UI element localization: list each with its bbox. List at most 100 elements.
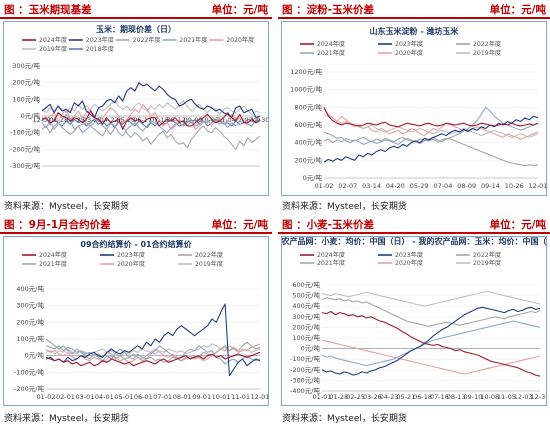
legend-item: 2022年度 xyxy=(456,251,501,259)
y-tick-label: -100元/吨 xyxy=(14,367,44,376)
legend-label: 2020年度 xyxy=(117,260,145,268)
x-tick-label: 08-13 xyxy=(447,393,466,401)
y-tick-label: 200元/吨 xyxy=(12,78,40,87)
source-note: 资料来源：Mysteel，长安期货 xyxy=(4,202,129,212)
x-tick-label: 06-18 xyxy=(413,393,432,401)
y-tick-label: 200元/吨 xyxy=(294,155,322,164)
chart-svg: 09合约结算价 - 01合约结算价 2024年度 2023年度 2022年度 2021年… xyxy=(14,239,268,401)
legend-label: 2024年度 xyxy=(39,36,67,44)
chart-title: 09合约结算价 - 01合约结算价 xyxy=(80,239,192,249)
y-tick-label: 0元/吨 xyxy=(21,111,41,120)
x-tick-label: 02-01 xyxy=(56,393,75,401)
legend-label: 2021年度 xyxy=(39,260,67,268)
y-tick-label: 0元/吨 xyxy=(301,344,321,353)
x-tick-label: 12-02 xyxy=(234,116,253,124)
legend-label: 2020年度 xyxy=(395,259,423,267)
legend-item: 2019年度 xyxy=(178,260,223,268)
panel-title: 图 ：小麦-玉米价差 xyxy=(282,219,375,231)
legend-label: 2024年度 xyxy=(317,251,345,259)
chart-title: 玉米：期现价差（日） xyxy=(96,24,176,34)
series-line xyxy=(321,320,541,367)
source-note: 资料来源：Mysteel，长安期货 xyxy=(282,202,407,212)
legend-label: 2019年度 xyxy=(473,259,501,267)
x-tick-label: 03-01 xyxy=(75,393,94,401)
panel-corn-basis: 图 ：玉米期现基差 单位：元/吨 玉米：期现价差（日） 2024年度 2023年度 2… xyxy=(0,0,272,214)
chart-frame: 玉米：期现价差（日） 2024年度 2023年度 2022年度 2021年度 2020年度… xyxy=(3,21,269,196)
y-tick-label: 1000元/吨 xyxy=(290,85,322,94)
legend-item: 2024年度 xyxy=(22,251,67,259)
header-rule xyxy=(0,17,272,19)
y-tick-label: 400元/吨 xyxy=(294,138,322,147)
chart-frame: 我的农产品网：小麦：均价：中国（日） - 我的农产品网：玉米：均价：中国（日） 2… xyxy=(281,236,547,406)
legend-item: 2020年度 xyxy=(209,36,254,44)
panel-title: 图 ：淀粉-玉米价差 xyxy=(282,4,375,16)
legend-label: 2021年度 xyxy=(179,36,207,44)
x-tick-label: 10-08 xyxy=(480,393,499,401)
panel-header: 图 ：小麦-玉米价差 单位：元/吨 xyxy=(278,215,550,234)
y-tick-label: 100元/吨 xyxy=(16,334,44,343)
y-tick-label: 400元/吨 xyxy=(16,284,44,293)
y-tick-label: 100元/吨 xyxy=(12,94,40,103)
legend-label: 2023年度 xyxy=(86,36,114,44)
chart-frame: 山东玉米淀粉 - 潍坊玉米 2024年度 2023年度 2022年度 2021年度 202… xyxy=(281,21,547,196)
series-line xyxy=(41,122,261,150)
legend-label: 2019年度 xyxy=(195,260,223,268)
series-line xyxy=(45,338,261,365)
header-rule xyxy=(278,17,550,19)
x-tick-label: 03-26 xyxy=(363,393,382,401)
x-tick-label: 07-16 xyxy=(430,393,449,401)
legend-item: 2022年度 xyxy=(115,36,161,44)
legend-label: 2024年度 xyxy=(39,251,67,259)
x-tick-label: 02-25 xyxy=(346,393,365,401)
series-line xyxy=(45,351,261,367)
y-tick-label: 300元/吨 xyxy=(16,301,44,310)
legend-label: 2022年度 xyxy=(473,251,501,259)
x-tick-label: 08-01 xyxy=(173,393,192,401)
x-tick-label: 01-01 xyxy=(313,393,332,401)
source-note: 资料来源：Mysteel，长安期货 xyxy=(282,414,407,424)
legend-label: 2019年度 xyxy=(473,49,501,57)
panel-unit: 单位：元/吨 xyxy=(211,219,268,231)
y-tick-label: -200元/吨 xyxy=(14,384,44,393)
header-rule xyxy=(0,232,272,234)
panel-wheat-corn-spread: 图 ：小麦-玉米价差 单位：元/吨 我的农产品网：小麦：均价：中国（日） - 我… xyxy=(278,215,550,430)
legend-label: 2022年度 xyxy=(473,40,501,48)
x-tick-label: 10-07 xyxy=(200,116,219,124)
legend-item: 2019年度 xyxy=(22,45,67,53)
series-line xyxy=(323,115,539,163)
x-tick-label: 07-04 xyxy=(433,182,452,190)
x-tick-label: 09-09 xyxy=(183,116,202,124)
series-line xyxy=(323,113,539,138)
x-tick-label: 07-01 xyxy=(153,393,172,401)
y-tick-label: 0元/吨 xyxy=(25,351,45,360)
x-tick-label: 02-07 xyxy=(338,182,357,190)
legend-label: 2022年度 xyxy=(195,251,223,259)
y-tick-label: 200元/吨 xyxy=(292,322,320,331)
x-tick-label: 09-01 xyxy=(192,393,211,401)
x-tick-label: 09-14 xyxy=(481,182,500,190)
legend-item: 2020年度 xyxy=(378,49,423,57)
x-tick-label: 09-10 xyxy=(463,393,482,401)
legend-item: 2024年度 xyxy=(300,40,345,48)
series-line xyxy=(45,341,261,363)
x-tick-label: 08-12 xyxy=(167,116,186,124)
y-tick-label: -100元/吨 xyxy=(10,128,40,137)
x-tick-label: 04-01 xyxy=(95,393,114,401)
chart-title: 我的农产品网：小麦：均价：中国（日） - 我的农产品网：玉米：均价：中国（日） xyxy=(282,237,546,246)
legend-item: 2024年度 xyxy=(22,36,67,44)
chart-frame: 09合约结算价 - 01合约结算价 2024年度 2023年度 2022年度 2021年… xyxy=(3,236,269,406)
legend-label: 2021年度 xyxy=(317,259,345,267)
x-tick-label: 01-02 xyxy=(315,182,334,190)
y-tick-label: 100元/吨 xyxy=(292,333,320,342)
y-tick-label: 400元/吨 xyxy=(292,301,320,310)
legend-item: 2023年度 xyxy=(378,251,423,259)
series-line xyxy=(321,306,541,376)
legend-item: 2020年度 xyxy=(378,259,423,267)
y-tick-label: 600元/吨 xyxy=(292,280,320,289)
panel-unit: 单位：元/吨 xyxy=(489,219,546,231)
x-tick-label: 12-01 xyxy=(251,393,268,401)
x-tick-label: 05-29 xyxy=(410,182,429,190)
legend-item: 2023年度 xyxy=(100,251,145,259)
y-tick-label: 600元/吨 xyxy=(294,120,322,129)
series-line xyxy=(41,82,261,119)
